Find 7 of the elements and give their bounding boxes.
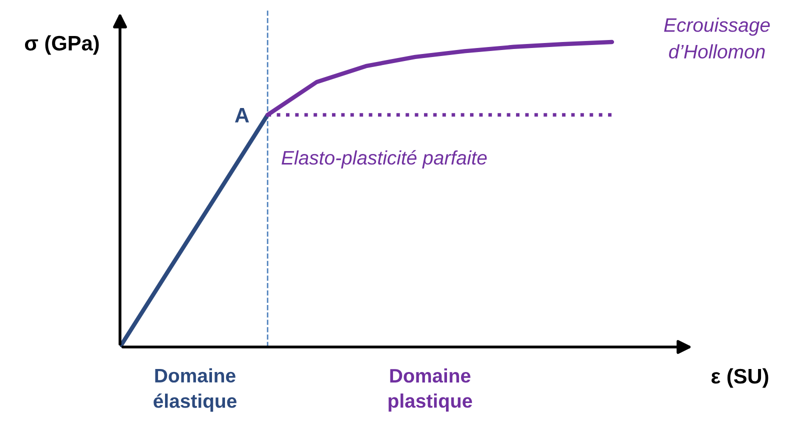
x-axis-title: ε (SU) — [712, 368, 768, 388]
text: Domaine élastique — [154, 368, 236, 412]
series-label: Elasto-plasticité parfaite — [282, 150, 487, 169]
text: Ecrouissage d’Hollomon — [664, 18, 770, 59]
y-axis-title: σ (GPa) — [25, 35, 99, 55]
annotation: A — [234, 108, 249, 122]
text: Domaine plastique — [388, 368, 472, 412]
